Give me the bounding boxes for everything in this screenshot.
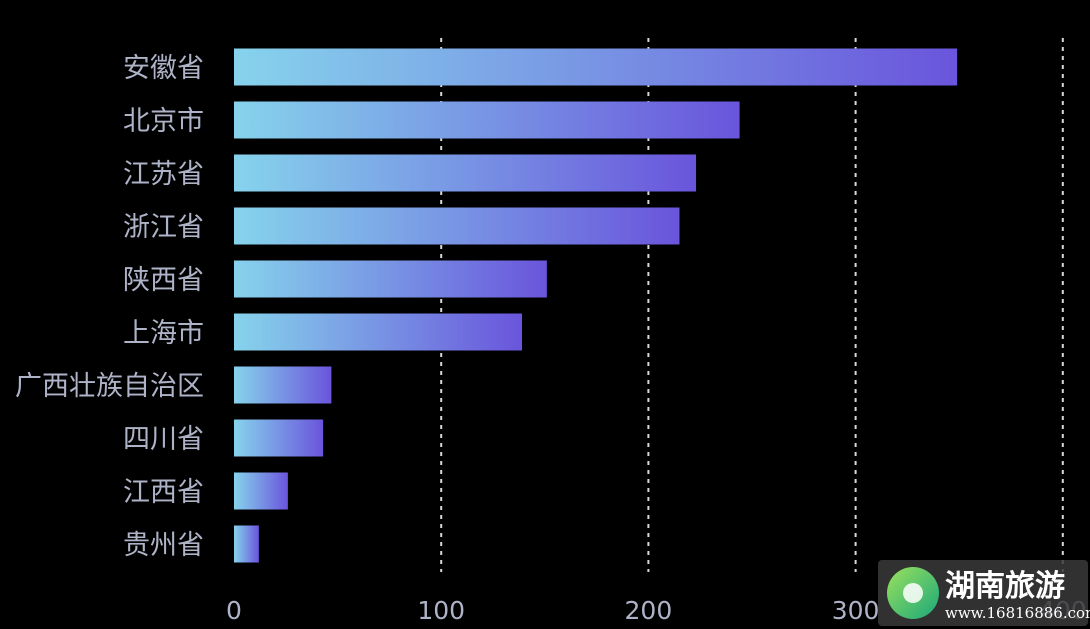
bar [234, 154, 697, 192]
bar [234, 48, 958, 86]
bar [234, 260, 547, 298]
watermark-title: 湖南旅游 [945, 569, 1065, 604]
bar [234, 419, 324, 457]
bar [234, 366, 332, 404]
watermark-url: www.16816886.com [945, 604, 1090, 622]
category-label: 上海市 [123, 318, 204, 349]
category-label: 四川省 [123, 424, 204, 455]
category-label: 安徽省 [123, 53, 204, 84]
grid-lines [440, 38, 1064, 572]
bar [234, 101, 740, 139]
x-tick-label: 0 [226, 596, 242, 625]
watermark: 湖南旅游 www.16816886.com [878, 560, 1090, 626]
bar [234, 207, 680, 245]
bar [234, 313, 523, 351]
bars [234, 48, 958, 563]
x-tick-label: 300 [832, 596, 880, 625]
category-label: 北京市 [123, 106, 204, 137]
category-label: 江苏省 [123, 159, 204, 190]
category-label: 贵州省 [123, 530, 204, 561]
category-label: 陕西省 [123, 265, 204, 296]
category-label: 广西壮族自治区 [15, 371, 204, 402]
x-tick-label: 100 [417, 596, 465, 625]
bar [234, 472, 288, 510]
watermark-logo-inner [903, 583, 923, 603]
x-tick-label: 200 [625, 596, 673, 625]
bar [234, 525, 259, 563]
category-label: 浙江省 [123, 212, 204, 243]
category-label: 江西省 [123, 477, 204, 508]
